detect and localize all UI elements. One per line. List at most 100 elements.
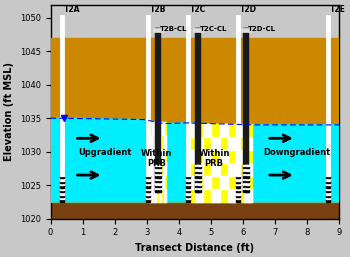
Bar — [246, 187, 249, 189]
Bar — [198, 166, 201, 168]
Bar — [195, 182, 198, 185]
Bar — [245, 166, 247, 168]
Bar — [246, 185, 249, 187]
Bar — [60, 186, 64, 188]
Bar — [147, 149, 149, 162]
Y-axis label: Elevation (ft MSL): Elevation (ft MSL) — [4, 62, 14, 161]
Bar — [186, 178, 190, 181]
Bar — [244, 137, 252, 150]
Bar — [158, 171, 161, 173]
Bar — [161, 175, 163, 189]
Bar — [146, 181, 150, 183]
Bar — [163, 189, 166, 202]
Bar — [245, 189, 247, 192]
Text: T2C-CL: T2C-CL — [199, 26, 227, 32]
Bar — [195, 178, 198, 180]
Bar — [197, 187, 199, 189]
Bar — [152, 175, 154, 189]
Bar — [147, 122, 149, 135]
Bar — [243, 28, 246, 192]
Bar — [163, 135, 166, 149]
Bar — [154, 189, 156, 202]
Bar — [195, 189, 198, 192]
Bar — [246, 171, 249, 173]
Bar — [146, 197, 150, 199]
Bar — [155, 182, 158, 185]
Bar — [197, 176, 199, 178]
Text: T2D-CL: T2D-CL — [248, 26, 276, 32]
Bar — [159, 135, 161, 149]
Bar — [246, 166, 249, 168]
Bar — [156, 168, 159, 171]
Bar — [195, 185, 198, 187]
Bar — [197, 180, 199, 182]
Bar — [198, 28, 201, 192]
Bar — [246, 168, 249, 171]
Bar — [326, 199, 330, 202]
Bar — [60, 176, 64, 178]
Bar — [236, 183, 240, 186]
Bar — [245, 176, 247, 178]
Bar — [154, 135, 156, 149]
Bar — [158, 182, 161, 185]
Text: T2B-CL: T2B-CL — [160, 26, 187, 32]
Bar — [326, 195, 330, 197]
Bar — [156, 187, 159, 189]
Bar — [186, 186, 190, 188]
Bar — [236, 15, 240, 202]
Bar — [198, 189, 201, 192]
Bar — [219, 124, 228, 137]
Bar — [245, 182, 247, 185]
Bar — [219, 150, 228, 163]
Bar — [186, 188, 190, 190]
Bar — [60, 195, 64, 197]
Bar — [236, 195, 240, 197]
Bar — [193, 28, 203, 32]
Bar — [154, 162, 156, 175]
Bar — [60, 190, 64, 192]
Bar — [158, 178, 161, 180]
Bar — [146, 186, 150, 188]
Bar — [245, 28, 247, 192]
Bar — [243, 178, 246, 180]
Bar — [158, 168, 161, 171]
Bar — [155, 165, 158, 166]
Bar — [155, 185, 158, 187]
Bar — [198, 187, 201, 189]
Bar — [156, 182, 159, 185]
Bar — [198, 168, 201, 171]
Bar — [197, 166, 199, 168]
Bar — [60, 175, 64, 176]
Bar — [198, 165, 201, 166]
Bar — [155, 178, 158, 180]
X-axis label: Transect Distance (ft): Transect Distance (ft) — [135, 243, 254, 253]
Bar — [156, 185, 159, 187]
Bar — [243, 182, 246, 185]
Bar — [146, 199, 150, 202]
Bar — [197, 173, 199, 176]
Bar — [60, 192, 64, 195]
Bar — [155, 173, 158, 176]
Bar — [153, 28, 163, 32]
Text: T2E: T2E — [329, 5, 345, 14]
Bar — [236, 175, 240, 176]
Bar — [326, 188, 330, 190]
Bar — [326, 197, 330, 199]
Bar — [155, 168, 158, 171]
Bar — [149, 135, 152, 149]
Bar — [228, 163, 236, 176]
Bar — [195, 165, 198, 166]
Bar — [246, 28, 249, 192]
Bar — [326, 176, 330, 178]
Bar — [195, 180, 198, 182]
Text: Within
PRB: Within PRB — [141, 149, 172, 168]
Bar — [158, 185, 161, 187]
Bar — [152, 149, 154, 162]
Bar — [146, 176, 150, 178]
Bar — [198, 182, 201, 185]
Bar — [243, 187, 246, 189]
Bar — [146, 190, 150, 192]
Bar — [197, 168, 199, 171]
Bar — [195, 171, 198, 173]
Text: Upgradient: Upgradient — [78, 148, 131, 157]
